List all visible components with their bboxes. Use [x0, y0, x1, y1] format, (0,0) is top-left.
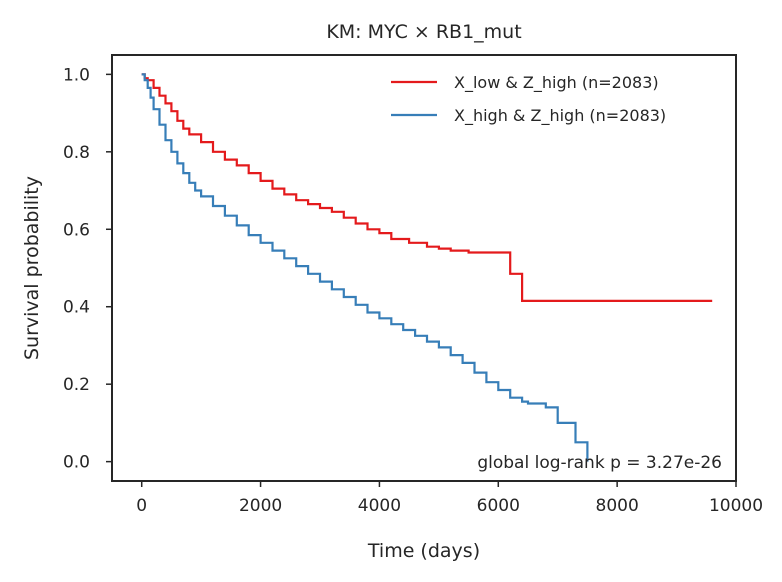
chart-title: KM: MYC × RB1_mut [326, 21, 521, 43]
y-tick-label: 1.0 [63, 65, 90, 85]
series-line-1 [141, 73, 713, 302]
legend-label-1: X_low & Z_high (n=2083) [454, 73, 659, 93]
x-tick-label: 2000 [239, 496, 282, 516]
x-tick-label: 10000 [709, 496, 763, 516]
x-axis-label: Time (days) [367, 540, 480, 562]
x-tick-label: 0 [136, 496, 147, 516]
y-tick-label: 0.8 [63, 143, 90, 163]
series-line-2 [141, 73, 589, 462]
legend: X_low & Z_high (n=2083) X_high & Z_high (… [391, 73, 666, 126]
plot-frame [111, 54, 737, 482]
y-axis-label: Survival probability [21, 176, 43, 360]
x-axis-ticks: 0 2000 4000 6000 8000 10000 [136, 481, 763, 516]
logrank-annotation: global log-rank p = 3.27e-26 [477, 453, 722, 473]
y-tick-label: 0.6 [63, 220, 90, 240]
legend-label-2: X_high & Z_high (n=2083) [454, 106, 666, 126]
y-tick-label: 0.4 [63, 298, 90, 318]
x-tick-label: 6000 [477, 496, 520, 516]
y-axis-ticks: 0.0 0.2 0.4 0.6 0.8 1.0 [63, 65, 112, 473]
x-tick-label: 4000 [358, 496, 401, 516]
series-layer [141, 73, 713, 462]
x-tick-label: 8000 [596, 496, 639, 516]
y-tick-label: 0.2 [63, 375, 90, 395]
y-tick-label: 0.0 [63, 453, 90, 473]
